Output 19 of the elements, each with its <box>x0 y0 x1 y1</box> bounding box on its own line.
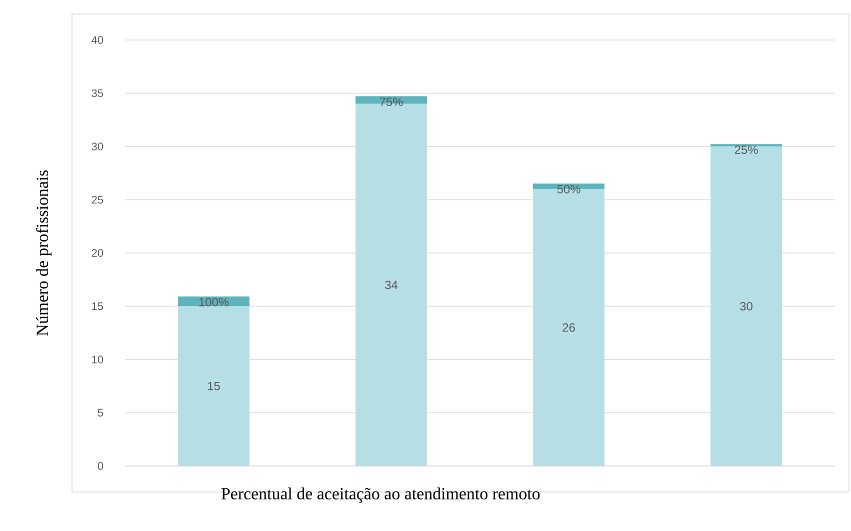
x-axis-title: Percentual de aceitação ao atendimento remoto <box>221 488 540 503</box>
y-tick-label: 35 <box>92 89 104 98</box>
x-tick-label: 100% <box>199 298 229 306</box>
y-tick-label: 30 <box>92 142 104 150</box>
y-tick-label: 15 <box>92 302 104 310</box>
data-label: 34 <box>385 280 398 290</box>
y-tick-label: 25 <box>92 196 104 204</box>
y-tick-label: 40 <box>92 36 104 44</box>
data-label: 30 <box>740 302 752 310</box>
bar <box>178 306 250 466</box>
y-tick-label: 10 <box>92 356 104 364</box>
x-tick-label: 25% <box>734 146 758 154</box>
y-tick-label: 5 <box>98 408 104 417</box>
bar <box>710 146 782 466</box>
y-tick-label: 20 <box>92 249 104 257</box>
y-tick-label: 0 <box>98 462 104 470</box>
data-label: 26 <box>562 323 575 332</box>
y-axis-title: Número de profissionais <box>36 170 52 336</box>
data-label: 15 <box>208 382 220 390</box>
